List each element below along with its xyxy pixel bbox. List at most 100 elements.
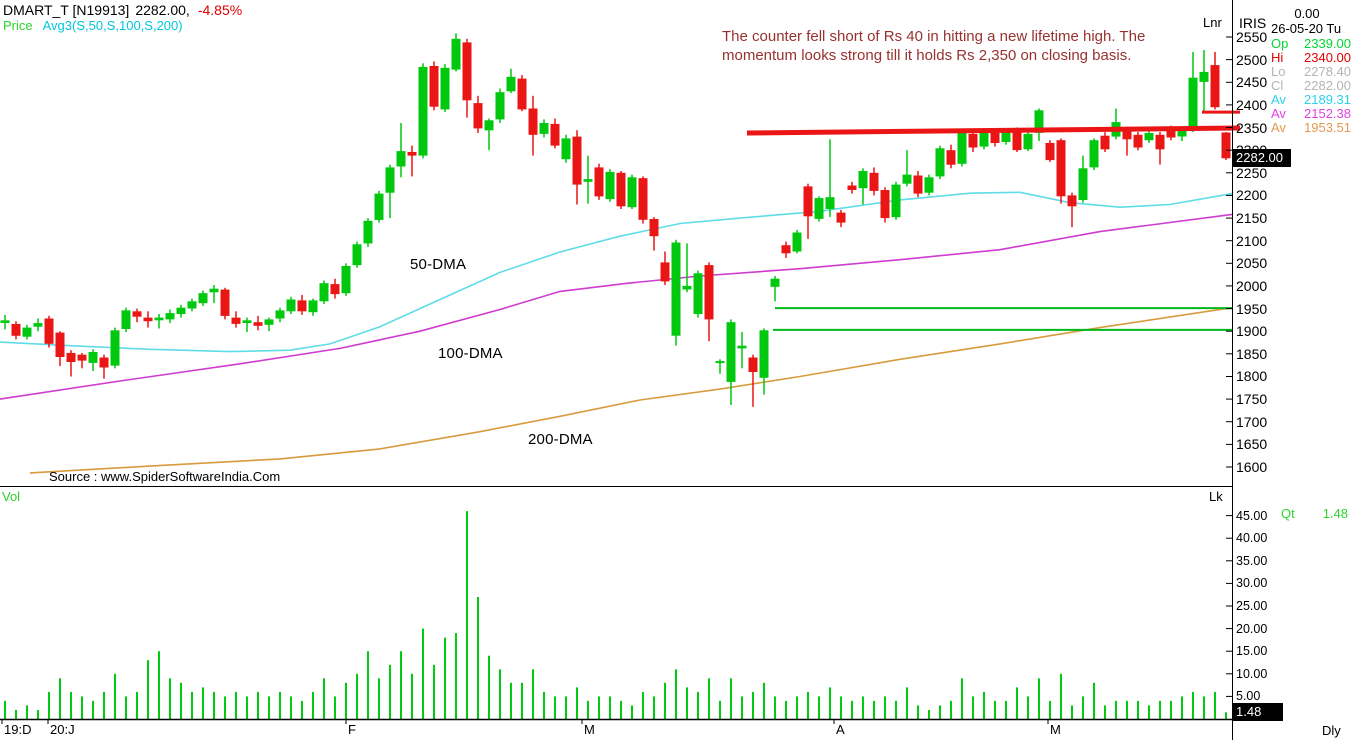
symbol-title: DMART_T [N19913] bbox=[3, 2, 130, 18]
candle-body bbox=[275, 310, 285, 319]
candle-body bbox=[704, 265, 714, 320]
candle-body bbox=[330, 284, 340, 295]
candle-body bbox=[1056, 140, 1066, 197]
candle-body bbox=[902, 174, 912, 184]
candle-body bbox=[198, 293, 208, 304]
ohlc-info-row: Av 2152.38 bbox=[1271, 106, 1351, 121]
ohlc-info-label: Op bbox=[1271, 36, 1289, 51]
candle-body bbox=[462, 42, 472, 101]
candle-body bbox=[880, 190, 890, 219]
candle-body bbox=[759, 330, 769, 378]
candle-body bbox=[0, 320, 10, 323]
volume-tick-label: 5.00 bbox=[1236, 689, 1261, 703]
price-tick-label: 1950 bbox=[1236, 301, 1268, 317]
candle-body bbox=[286, 299, 296, 312]
ohlc-info-row: Op 2339.00 bbox=[1271, 36, 1351, 51]
indicator-legend: Price Avg3(S,50,S,100,S,200) bbox=[3, 18, 183, 33]
candle-body bbox=[671, 242, 681, 336]
ohlc-info-row: Lo 2278.40 bbox=[1271, 64, 1351, 79]
candle-body bbox=[990, 133, 1000, 143]
candle-body bbox=[451, 38, 461, 70]
volume-tick-label: 35.00 bbox=[1236, 554, 1268, 568]
candle-body bbox=[440, 67, 450, 110]
candle-body bbox=[1188, 77, 1198, 127]
candle-body bbox=[1034, 110, 1044, 133]
ohlc-info-row: Cl 2282.00 bbox=[1271, 78, 1351, 93]
volume-tick-label: 45.00 bbox=[1236, 509, 1268, 523]
time-axis-label: M bbox=[1050, 722, 1061, 737]
ohlc-info-row: Av 2189.31 bbox=[1271, 92, 1351, 107]
candle-body bbox=[418, 66, 428, 156]
candle-body bbox=[1023, 133, 1033, 150]
indicator-price-label: Price bbox=[3, 18, 33, 33]
price-tick-label: 1800 bbox=[1236, 368, 1268, 384]
dma200-label: 200-DMA bbox=[528, 431, 593, 448]
candle-body bbox=[264, 319, 274, 325]
candle-body bbox=[220, 289, 230, 316]
ohlc-info-label: Av bbox=[1271, 106, 1286, 121]
info-date: 26-05-20 Tu bbox=[1271, 21, 1342, 36]
candle-body bbox=[77, 354, 87, 361]
source-credit: Source : www.SpiderSoftwareIndia.Com bbox=[49, 469, 281, 484]
candle-body bbox=[187, 301, 197, 309]
candle-body bbox=[924, 177, 934, 193]
candle-body bbox=[583, 179, 593, 182]
candle-body bbox=[1144, 133, 1154, 141]
ohlc-info-value: 2189.31 bbox=[1304, 92, 1351, 107]
candle-body bbox=[1166, 128, 1176, 138]
dma100-label: 100-DMA bbox=[438, 345, 503, 362]
price-tick-label: 2250 bbox=[1236, 165, 1268, 181]
ohlc-info-value: 2152.38 bbox=[1304, 106, 1351, 121]
candle-body bbox=[737, 345, 747, 349]
last-price: 2282.00, bbox=[135, 2, 190, 18]
candle-body bbox=[572, 136, 582, 185]
ma-100-line bbox=[0, 213, 1233, 400]
price-tick-label: 1700 bbox=[1236, 414, 1268, 430]
candle-body bbox=[231, 317, 241, 324]
analyst-annotation: The counter fell short of Rs 40 in hitti… bbox=[722, 27, 1192, 65]
current-price-badge: 2282.00 bbox=[1233, 149, 1291, 167]
annotation-line-1: The counter fell short of Rs 40 in hitti… bbox=[722, 28, 1146, 45]
candle-body bbox=[55, 332, 65, 357]
change-percent: -4.85% bbox=[197, 2, 243, 18]
candle-body bbox=[891, 184, 901, 218]
candle-body bbox=[792, 232, 802, 252]
ma-50-line bbox=[0, 191, 1233, 353]
candle-body bbox=[605, 171, 615, 200]
candle-body bbox=[110, 330, 120, 366]
candle-body bbox=[1133, 134, 1143, 148]
candle-body bbox=[957, 133, 967, 164]
candle-body bbox=[44, 318, 54, 344]
candle-body bbox=[682, 285, 692, 290]
volume-tick-label: 20.00 bbox=[1236, 622, 1268, 636]
dma50-label: 50-DMA bbox=[410, 256, 467, 273]
candle-body bbox=[616, 172, 626, 207]
candle-body bbox=[781, 245, 791, 254]
candle-body bbox=[363, 220, 373, 244]
candle-body bbox=[407, 152, 417, 156]
price-tick-label: 1650 bbox=[1236, 436, 1268, 452]
candle-body bbox=[88, 352, 98, 363]
candle-body bbox=[396, 151, 406, 167]
candle-body bbox=[770, 278, 780, 287]
candle-body bbox=[66, 352, 76, 362]
candle-body bbox=[1122, 129, 1132, 140]
price-tick-label: 2050 bbox=[1236, 255, 1268, 271]
candle-body bbox=[858, 171, 868, 189]
candle-body bbox=[869, 172, 879, 191]
candle-body bbox=[946, 150, 956, 165]
price-tick-label: 2350 bbox=[1236, 120, 1268, 136]
ohlc-info-label: Hi bbox=[1271, 50, 1284, 65]
resistance-2350-line bbox=[746, 125, 1241, 136]
price-tick-label: 1750 bbox=[1236, 391, 1268, 407]
qt-label: Qt bbox=[1281, 506, 1295, 521]
candle-body bbox=[660, 262, 670, 282]
price-tick-label: 2000 bbox=[1236, 278, 1268, 294]
candle-body bbox=[132, 311, 142, 317]
ohlc-info-value: 2340.00 bbox=[1304, 50, 1351, 65]
price-tick-label: 2150 bbox=[1236, 210, 1268, 226]
candle-body bbox=[913, 175, 923, 194]
ohlc-info-value: 2282.00 bbox=[1304, 78, 1351, 93]
